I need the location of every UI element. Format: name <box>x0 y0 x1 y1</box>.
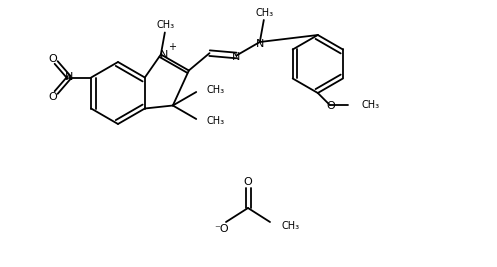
Text: O: O <box>49 53 58 64</box>
Text: N: N <box>160 50 168 61</box>
Text: N: N <box>65 73 74 83</box>
Text: CH₃: CH₃ <box>282 221 300 231</box>
Text: O: O <box>49 92 58 101</box>
Text: CH₃: CH₃ <box>206 85 224 95</box>
Text: CH₃: CH₃ <box>362 100 380 110</box>
Text: CH₃: CH₃ <box>206 116 224 126</box>
Text: O: O <box>244 177 252 187</box>
Text: CH₃: CH₃ <box>157 21 175 30</box>
Text: +: + <box>168 42 176 53</box>
Text: CH₃: CH₃ <box>256 8 274 18</box>
Text: N: N <box>232 53 241 62</box>
Text: O: O <box>327 101 335 111</box>
Text: N: N <box>255 39 264 49</box>
Text: ⁻O: ⁻O <box>215 224 229 234</box>
